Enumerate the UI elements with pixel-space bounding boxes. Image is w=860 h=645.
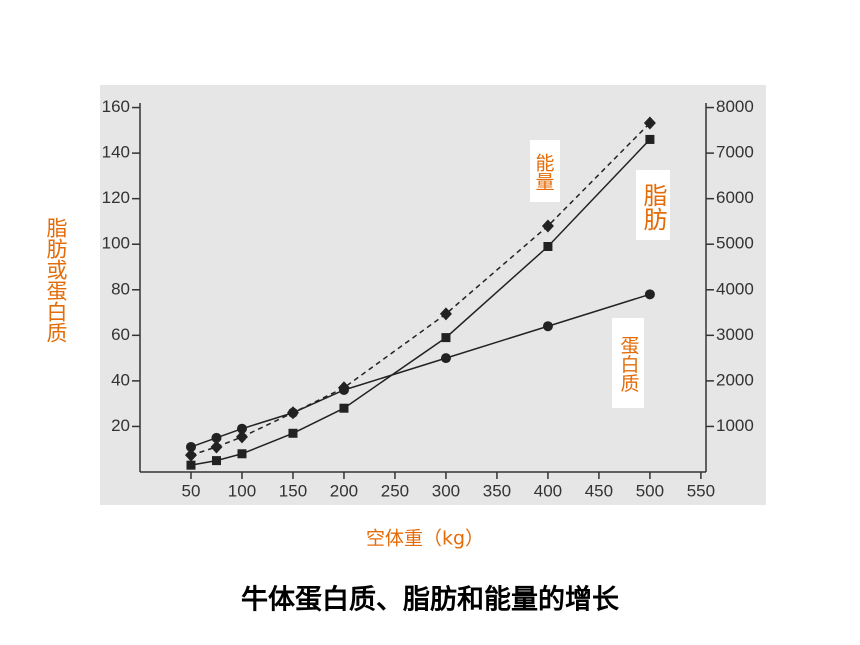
x-axis-label: 空体重（kg） [366,528,484,550]
point [339,403,349,413]
y2-tick-label: 7000 [716,143,754,162]
y-tick-label: 20 [111,416,130,435]
point [211,456,221,466]
y2-tick-label: 5000 [716,234,754,253]
x-tick-label: 500 [636,481,664,500]
annotation-box [636,170,670,240]
y-tick-label: 60 [111,325,130,344]
y-tick-label: 160 [102,97,130,116]
x-tick-label: 150 [279,481,307,500]
point [542,321,553,332]
y-axis-label: 脂肪或蛋白质 [44,217,68,343]
x-tick-label: 450 [585,481,613,500]
point [185,441,196,452]
y-tick-label: 100 [102,234,130,253]
point [236,423,247,434]
y-tick-label: 140 [102,143,130,162]
point [235,430,248,444]
point [543,242,553,251]
point [211,432,222,443]
y2-tick-label: 2000 [716,370,754,389]
x-tick-label: 250 [381,481,409,500]
y-tick-label: 120 [102,188,130,207]
y2-tick-label: 1000 [716,416,754,435]
x-tick-label: 200 [330,481,358,500]
x-tick-label: 50 [182,481,201,500]
point [184,448,197,462]
point [288,428,298,438]
x-tick-label: 350 [483,481,511,500]
x-tick-label: 300 [432,481,460,500]
y2-tick-label: 6000 [716,188,754,207]
chart-title: 牛体蛋白质、脂肪和能量的增长 [241,584,620,616]
annotation-box [612,318,644,408]
annotation: 能量 [533,153,555,191]
annotation: 蛋白质 [618,335,640,392]
annotation-box [530,140,560,202]
y2-tick-label: 4000 [716,279,754,298]
plot-background [100,85,766,505]
point [439,307,452,321]
x-tick-label: 100 [228,481,256,500]
y-tick-label: 40 [111,370,130,389]
point [237,449,247,459]
point [338,385,349,395]
y-tick-label: 80 [111,279,130,298]
x-tick-label: 400 [534,481,562,500]
point [210,440,223,454]
point [441,333,451,343]
point [287,407,298,418]
y2-tick-label: 8000 [716,97,754,116]
point [440,353,451,364]
point [541,219,554,233]
point [644,289,655,300]
annotation: 脂肪 [639,183,667,231]
y2-tick-label: 3000 [716,325,754,344]
x-tick-label: 550 [687,481,715,500]
point [186,460,196,470]
point [645,134,655,144]
point [643,116,656,130]
